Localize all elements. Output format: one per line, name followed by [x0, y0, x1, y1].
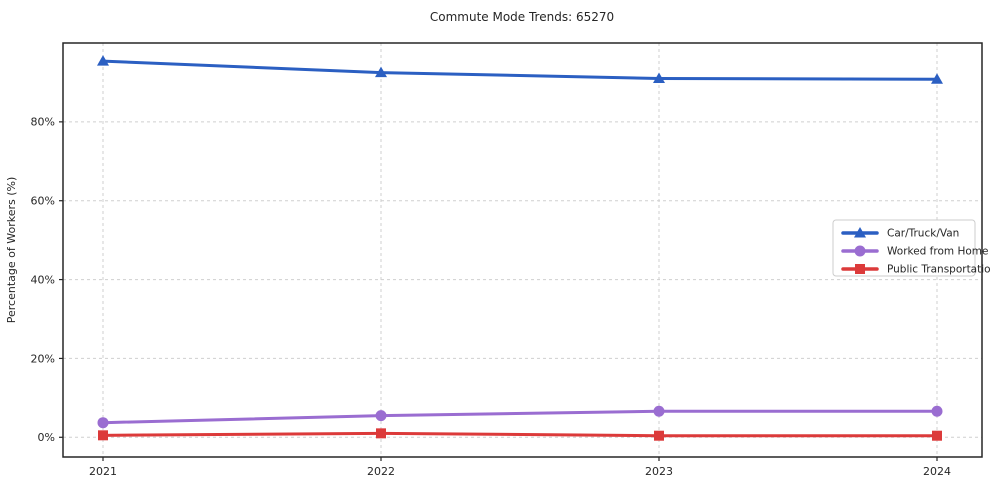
- series-group: [97, 55, 943, 441]
- data-point: [97, 417, 109, 429]
- y-tick-label: 60%: [31, 195, 55, 208]
- data-point: [653, 72, 665, 83]
- legend-square-icon: [855, 264, 865, 274]
- data-point: [932, 430, 942, 441]
- y-axis-label: Percentage of Workers (%): [5, 177, 18, 324]
- data-point: [375, 410, 387, 422]
- x-tick-label: 2024: [923, 465, 951, 478]
- y-tick-label: 0%: [38, 431, 55, 444]
- y-tick-label: 80%: [31, 116, 55, 129]
- legend-circle-icon: [854, 245, 866, 257]
- data-point: [931, 405, 943, 417]
- legend-triangle-icon: [854, 227, 866, 238]
- series-line-1: [101, 409, 939, 425]
- data-point: [97, 55, 109, 66]
- data-point: [376, 428, 386, 439]
- chart-title: Commute Mode Trends: 65270: [430, 10, 614, 24]
- x-axis: 2021 2022 2023 2024: [89, 457, 951, 478]
- x-tick-label: 2022: [367, 465, 395, 478]
- data-point: [653, 405, 665, 417]
- series-line-0: [101, 59, 939, 81]
- legend-label: Worked from Home: [887, 246, 988, 258]
- y-tick-label: 20%: [31, 352, 55, 365]
- data-point: [98, 430, 108, 441]
- plot-border: [62, 42, 983, 458]
- series-line-2: [101, 431, 939, 438]
- x-tick-label: 2021: [89, 465, 117, 478]
- legend-label: Car/Truck/Van: [887, 228, 959, 240]
- data-point: [375, 66, 387, 78]
- y-axis: 0% 20% 40% 60% 80%: [31, 116, 63, 444]
- x-tick-label: 2023: [645, 465, 673, 478]
- data-point: [931, 73, 943, 84]
- y-tick-label: 40%: [31, 273, 55, 286]
- legend-label: Public Transportation: [887, 264, 990, 276]
- data-point: [654, 430, 664, 441]
- legend: Car/Truck/Van Worked from Home Public Tran…: [832, 219, 990, 277]
